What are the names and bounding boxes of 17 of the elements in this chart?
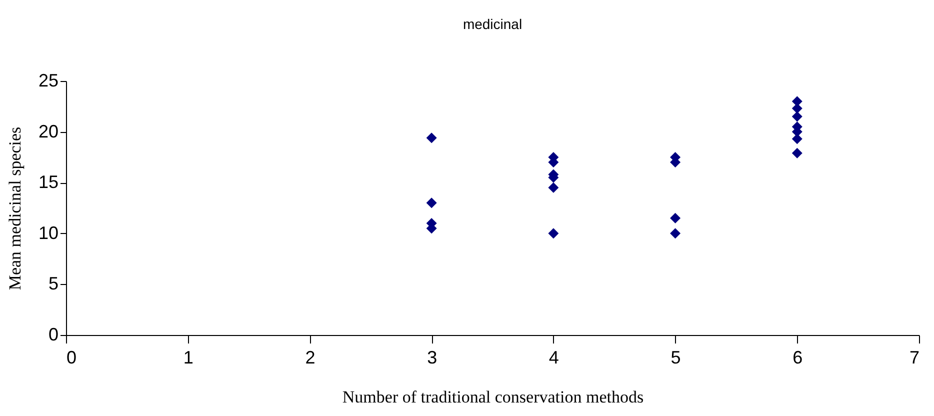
x-tick-label: 4 [548,348,559,368]
x-tick-label: 3 [427,348,438,368]
y-axis-title: Mean medicinal species [5,126,24,290]
y-tick-label: 15 [38,172,58,192]
y-tick-label: 25 [38,70,58,90]
x-axis-title: Number of traditional conservation methods [342,388,644,406]
x-tick-label: 6 [792,348,803,368]
x-tick-label: 0 [66,348,77,368]
x-tick-label: 5 [670,348,681,368]
y-tick-label: 5 [48,274,58,294]
y-tick-label: 0 [48,324,58,344]
y-tick-label: 10 [38,222,58,243]
y-tick-label: 20 [38,121,58,142]
x-tick-label: 2 [305,348,316,368]
x-tick-label: 1 [183,348,194,368]
chart-title: medicinal [462,16,522,32]
x-tick-label: 7 [909,348,920,368]
